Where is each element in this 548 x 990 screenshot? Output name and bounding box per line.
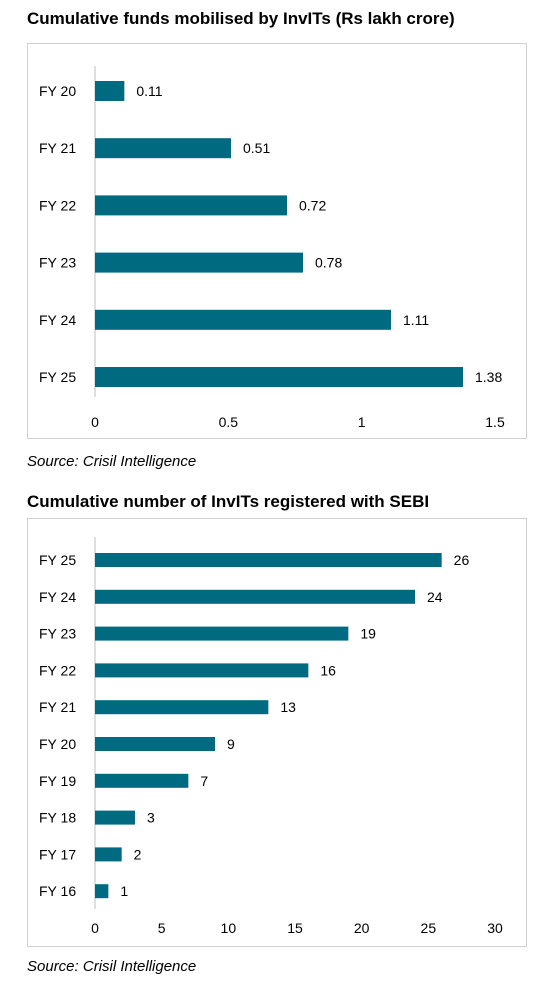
chart-1-bar <box>95 195 287 216</box>
chart-2-data-label: 24 <box>427 589 443 605</box>
chart-2-bar <box>95 773 189 788</box>
chart-2-category-label: FY 25 <box>39 552 76 568</box>
chart-2-category-label: FY 20 <box>39 736 76 752</box>
chart-1-data-label: 0.72 <box>299 197 326 213</box>
chart-1-category-label: FY 24 <box>39 312 76 328</box>
chart-1-data-label: 0.51 <box>243 140 270 156</box>
chart-1-title: Cumulative funds mobilised by InvITs (Rs… <box>27 9 455 28</box>
chart-1-data-label: 0.11 <box>136 83 162 99</box>
chart-2-bar <box>95 847 122 862</box>
chart-2-category-label: FY 22 <box>39 662 76 678</box>
chart-1-x-tick-label: 0 <box>91 414 99 430</box>
chart-2-category-label: FY 17 <box>39 846 76 862</box>
chart-1-category-label: FY 25 <box>39 369 76 385</box>
chart-1-bar <box>95 309 391 330</box>
chart-2-data-label: 7 <box>200 773 208 789</box>
chart-1-data-label: 1.11 <box>403 312 429 328</box>
chart-2-title: Cumulative number of InvITs registered w… <box>27 492 430 511</box>
chart-1-data-label: 1.38 <box>475 369 502 385</box>
chart-2-category-label: FY 18 <box>39 810 76 826</box>
chart-2-data-label: 13 <box>280 699 296 715</box>
chart-2-x-tick-label: 25 <box>421 920 437 936</box>
chart-1-source: Source: Crisil Intelligence <box>27 453 197 470</box>
chart-1-data-label: 0.78 <box>315 255 342 271</box>
chart-2-bar <box>95 589 415 604</box>
chart-2-bar <box>95 626 349 641</box>
chart-2-data-label: 19 <box>360 626 376 642</box>
chart-2-frame: FY 25 26 FY 24 24 FY 23 19 FY 22 16 FY 21 13 FY 20… <box>27 518 527 947</box>
chart-2-source: Source: Crisil Intelligence <box>27 958 197 975</box>
chart-2-category-label: FY 21 <box>39 699 76 715</box>
chart-2-bar <box>95 737 215 751</box>
chart-2-bar <box>95 884 109 899</box>
chart-1-x-tick-label: 1 <box>358 414 366 430</box>
chart-1-bar <box>95 138 231 159</box>
chart-2-bar <box>95 553 442 567</box>
chart-1-x-tick-label: 1.5 <box>485 414 505 430</box>
chart-2-bar <box>95 663 309 678</box>
chart-2-bar <box>95 810 135 825</box>
chart-1-category-label: FY 23 <box>39 255 76 271</box>
chart-1-category-label: FY 21 <box>39 140 76 156</box>
chart-2-x-tick-label: 0 <box>91 920 99 936</box>
chart-1-category-label: FY 20 <box>39 83 76 99</box>
chart-2-x-tick-label: 30 <box>487 920 503 936</box>
chart-2-data-label: 16 <box>320 662 336 678</box>
chart-2-data-label: 2 <box>134 846 142 862</box>
chart-1-bar <box>95 252 303 273</box>
chart-1-x-tick-label: 0.5 <box>219 414 239 430</box>
chart-1-bar <box>95 367 463 387</box>
chart-2-category-label: FY 19 <box>39 773 76 789</box>
chart-1-frame: FY 20 0.11 FY 21 0.51 FY 22 0.72 FY 23 0.78 FY 2… <box>27 43 527 439</box>
chart-2-data-label: 3 <box>147 810 155 826</box>
chart-2-x-tick-label: 15 <box>287 920 303 936</box>
chart-2-category-label: FY 23 <box>39 626 76 642</box>
chart-1-bar <box>95 81 125 101</box>
chart-2-data-label: 26 <box>454 552 470 568</box>
chart-2-x-tick-label: 5 <box>158 920 166 936</box>
chart-2-data-label: 9 <box>227 736 235 752</box>
chart-1-category-label: FY 22 <box>39 197 76 213</box>
chart-2-bar <box>95 700 269 715</box>
chart-2-x-tick-label: 10 <box>221 920 237 936</box>
chart-2-category-label: FY 24 <box>39 589 76 605</box>
chart-2-category-label: FY 16 <box>39 883 76 899</box>
chart-2-data-label: 1 <box>120 883 128 899</box>
chart-2-x-tick-label: 20 <box>354 920 370 936</box>
